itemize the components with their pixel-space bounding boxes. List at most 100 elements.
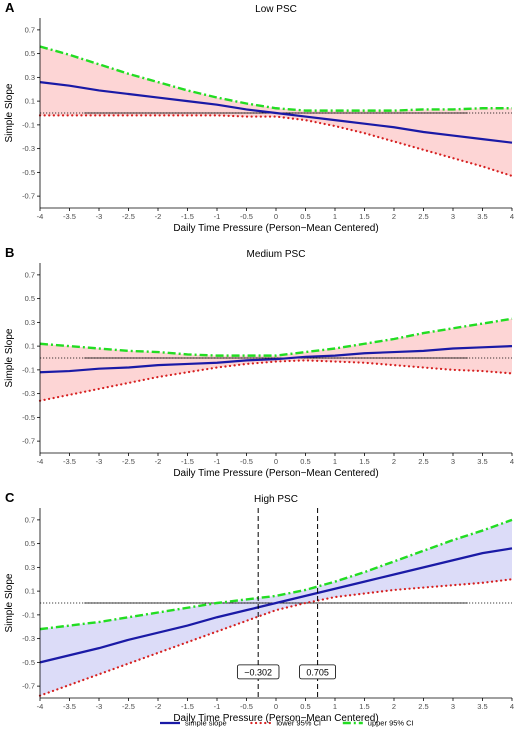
x-tick-label: 3.5 [477,702,487,711]
series-slope-line [39,547,513,664]
y-tick-label: 0.5 [25,294,35,303]
panel-title: High PSC [254,494,298,505]
y-tick-label: -0.3 [22,144,35,153]
y-tick-label: 0.1 [25,97,35,106]
series-lower-line [38,359,514,402]
jn-marker-box [236,664,280,680]
legend-label-slope: simple slope [185,719,227,728]
x-tick-label: -2 [155,212,162,221]
y-axis-title: Simple Slope [4,328,15,387]
y-tick-label: -0.7 [22,682,35,691]
x-tick-label: 1 [333,212,337,221]
x-tick-label: 3.5 [477,457,487,466]
x-tick-label: 2 [392,212,396,221]
y-tick-label: -0.3 [22,389,35,398]
x-tick-label: 3 [451,212,455,221]
confidence-band [40,519,512,696]
panel-letter: A [5,0,15,15]
confidence-band [40,46,512,176]
x-tick-label: -4 [37,212,44,221]
x-axis-title: Daily Time Pressure (Person−Mean Centere… [173,713,378,724]
series-lower-line [38,114,514,178]
y-tick-label: 0.7 [25,270,35,279]
x-tick-label: 2.5 [418,212,428,221]
x-tick-label: -0.5 [240,702,253,711]
y-axis-title: Simple Slope [4,573,15,632]
x-tick-label: -3.5 [63,212,76,221]
series-upper-line [39,45,512,112]
x-tick-label: -3 [96,212,103,221]
x-tick-label: -1 [214,702,221,711]
x-tick-label: -3 [96,457,103,466]
x-tick-label: 1.5 [359,212,369,221]
x-tick-label: -1.5 [181,212,194,221]
x-tick-label: 4 [510,212,514,221]
y-tick-label: 0.3 [25,73,35,82]
x-tick-label: 2.5 [418,702,428,711]
x-tick-label: -1 [214,212,221,221]
legend-label-lower: lower 95% CI [276,719,321,728]
x-axis-title: Daily Time Pressure (Person−Mean Centere… [173,468,378,479]
panel-letter: C [5,490,15,505]
panel-title: Low PSC [255,4,297,15]
x-tick-label: 4 [510,457,514,466]
series-slope-line [39,81,513,144]
x-axis-title: Daily Time Pressure (Person−Mean Centere… [173,223,378,234]
y-tick-label: -0.5 [22,168,35,177]
panel-title: Medium PSC [247,249,306,260]
x-tick-label: -1.5 [181,702,194,711]
x-tick-label: -1 [214,457,221,466]
y-tick-label: 0.3 [25,318,35,327]
series-lower-line [38,578,514,697]
panel-a: A Low PSC -4 -3.5 -3 -2.5 -2 -1.5 -1 -0.5 0 0.5 1 1.5… [4,0,514,234]
x-tick-label: -0.5 [240,212,253,221]
x-tick-label: 3 [451,702,455,711]
x-tick-label: -2.5 [122,457,135,466]
x-tick-label: 0.5 [300,702,310,711]
y-tick-label: -0.7 [22,437,35,446]
series-slope-line [39,345,513,374]
y-tick-label: 0.5 [25,539,35,548]
x-tick-label: 0.5 [300,457,310,466]
y-tick-label: 0.1 [25,342,35,351]
x-tick-label: 2 [392,702,396,711]
x-tick-label: 1 [333,702,337,711]
x-tick-label: 4 [510,702,514,711]
x-tick-label: -3 [96,702,103,711]
x-tick-label: 0.5 [300,212,310,221]
panels-container: A Low PSC -4 -3.5 -3 -2.5 -2 -1.5 -1 -0.5 0 0.5 1 1.5… [4,0,514,724]
x-tick-label: -2 [155,457,162,466]
panel-letter: B [5,245,14,260]
x-tick-label: -4 [37,457,44,466]
y-axis-title: Simple Slope [4,83,15,142]
x-tick-label: 0 [274,702,278,711]
panel-b: B Medium PSC -4 -3.5 -3 -2.5 -2 -1.5 -1 -0.5 0 0.5 1… [4,245,514,479]
series-upper-line [39,518,513,631]
x-tick-label: -4 [37,702,44,711]
y-tick-label: -0.1 [22,610,35,619]
y-tick-label: -0.5 [22,658,35,667]
x-tick-label: 0 [274,457,278,466]
y-tick-label: -0.5 [22,413,35,422]
legend: simple slope lower 95% CI upper 95% CI [160,719,414,728]
y-tick-label: -0.1 [22,365,35,374]
y-tick-label: 0.3 [25,563,35,572]
jn-marker-label: 0.705 [306,667,329,677]
y-tick-label: 0.7 [25,515,35,524]
x-tick-label: 2 [392,457,396,466]
x-tick-label: 1.5 [359,457,369,466]
y-tick-label: -0.1 [22,120,35,129]
y-tick-label: 0.7 [25,25,35,34]
y-tick-label: -0.3 [22,634,35,643]
x-tick-label: -1.5 [181,457,194,466]
y-tick-label: 0.5 [25,49,35,58]
y-tick-label: -0.7 [22,192,35,201]
x-tick-label: -3.5 [63,702,76,711]
x-tick-label: 0 [274,212,278,221]
x-tick-label: -3.5 [63,457,76,466]
x-tick-label: -2.5 [122,212,135,221]
panel-c: C High PSC −0.302 0.705 -4 -3.5 -3 -2.5 -2 -1.5 -1… [4,490,514,724]
series-upper-line [39,317,513,357]
x-tick-label: -2.5 [122,702,135,711]
